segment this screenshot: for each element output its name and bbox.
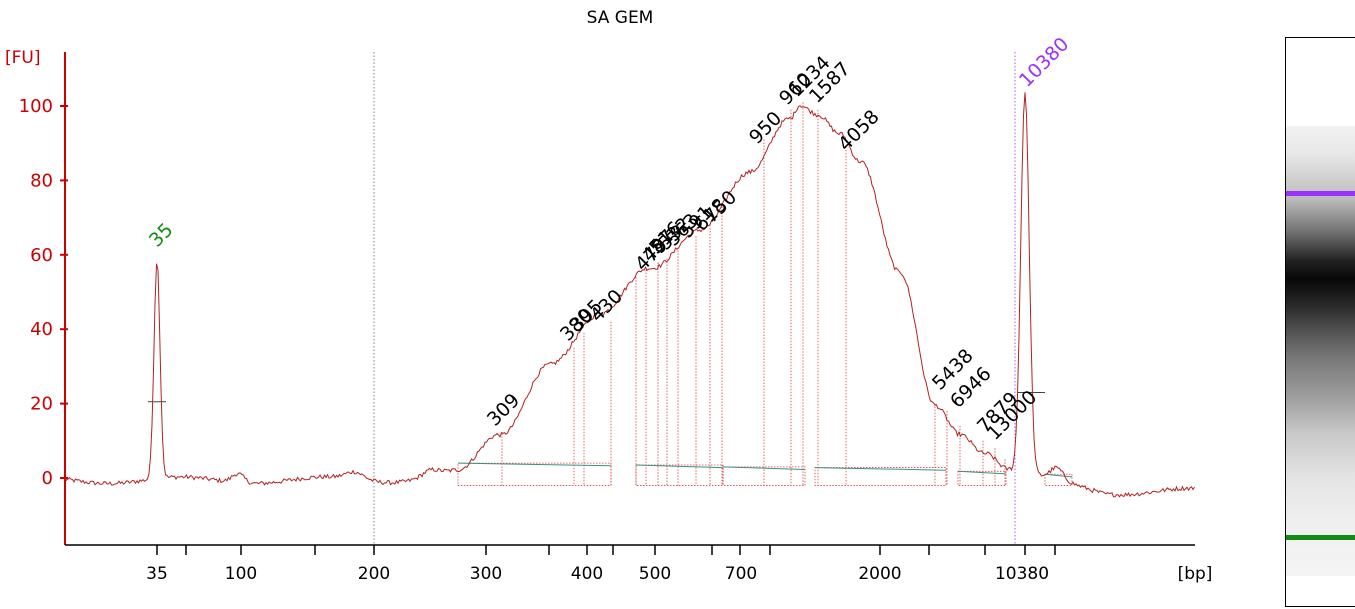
gel-image — [1285, 37, 1355, 607]
electropherogram-chart: SA GEM [FU] [bp] 0 20 40 60 80 100 35 100 200 30… — [5, 8, 1213, 584]
gel-lower-marker-band — [1286, 535, 1355, 540]
peak-baseline — [722, 466, 806, 470]
marker-label: 10380 — [1015, 33, 1073, 91]
peak-baseline — [814, 467, 947, 471]
peak-region-box — [1044, 473, 1073, 486]
peak-regions — [457, 102, 1073, 486]
y-tick-label: 100 — [19, 96, 53, 117]
gel-upper-marker-band — [1286, 191, 1355, 196]
x-tick-label: 700 — [725, 564, 757, 584]
y-tick-label: 20 — [30, 394, 53, 415]
chart-title: SA GEM — [587, 8, 654, 28]
marker-guides — [148, 52, 1045, 545]
y-axis-label: [FU] — [5, 48, 41, 68]
y-tick-label: 0 — [42, 468, 53, 489]
x-axis-label: [bp] — [1178, 564, 1213, 584]
x-tick-label: 400 — [571, 564, 603, 584]
peak-baseline — [1044, 473, 1073, 478]
peak-region-box — [457, 462, 612, 486]
y-tick-label: 60 — [30, 245, 53, 266]
peak-region-box — [722, 466, 806, 486]
series-line-trace — [64, 92, 1195, 498]
peak-label: 309 — [483, 389, 524, 430]
peak-region-box — [814, 467, 947, 486]
peak-label: 950 — [745, 107, 786, 148]
x-tick-label: 500 — [639, 564, 671, 584]
gel-lane — [1286, 126, 1355, 576]
peak-baseline — [957, 470, 1007, 475]
x-tick-label: 35 — [146, 564, 168, 584]
peak-label: 4058 — [834, 106, 884, 156]
x-tick-label: 2000 — [858, 564, 901, 584]
peak-region-box — [957, 470, 1007, 486]
peak-labels: 3510380309380395430479487516532563591618… — [145, 33, 1073, 444]
x-tick-label: 100 — [225, 564, 257, 584]
x-axis: 35 100 200 300 400 500 700 2000 10380 — [65, 544, 1195, 584]
y-axis: 0 20 40 60 80 100 — [19, 52, 68, 545]
x-tick-label: 200 — [358, 564, 390, 584]
x-tick-label: 10380 — [995, 564, 1049, 584]
x-tick-label: 300 — [470, 564, 502, 584]
peak-baseline — [457, 462, 612, 467]
y-tick-label: 80 — [30, 170, 53, 191]
y-tick-label: 40 — [30, 319, 53, 340]
peak-baseline — [635, 464, 724, 469]
marker-label: 35 — [145, 219, 178, 252]
